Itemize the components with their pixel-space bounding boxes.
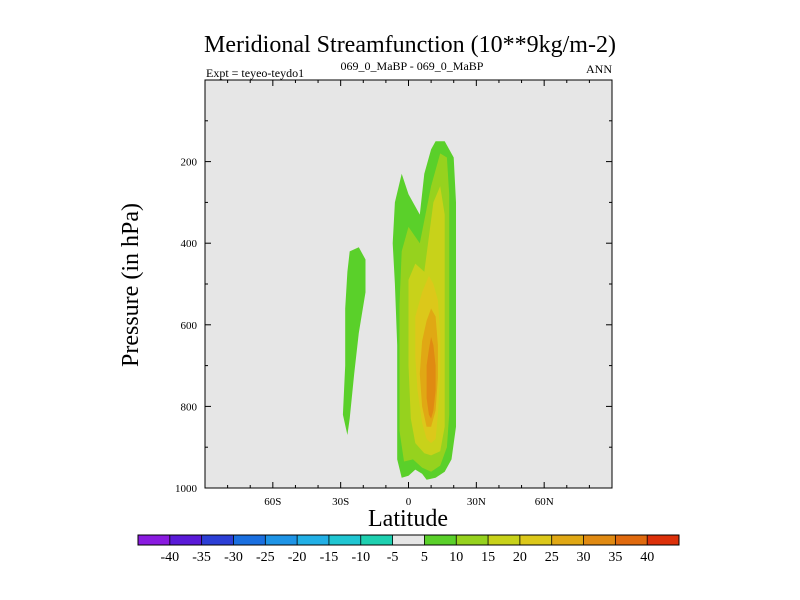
colorbar-swatch (615, 535, 648, 545)
colorbar-swatch (265, 535, 298, 545)
y-tick-label: 1000 (175, 483, 198, 495)
colorbar-swatch (328, 535, 362, 545)
season-label: ANN (586, 62, 612, 76)
colorbar-swatch (392, 535, 425, 545)
x-tick-label: 60N (535, 496, 554, 508)
colorbar-swatch (488, 535, 521, 545)
colorbar-swatch (297, 535, 330, 545)
colorbar-label: -5 (387, 550, 399, 565)
colorbar-swatch (169, 535, 202, 545)
colorbar-label: 20 (513, 550, 527, 565)
contour-shallow-south-cell (342, 247, 366, 435)
y-axis: 200 400 600 800 1000 (175, 120, 612, 495)
y-tick-label: 600 (181, 320, 198, 332)
y-tick-label: 400 (181, 238, 198, 250)
colorbar-label: 15 (481, 550, 495, 565)
colorbar-swatch (424, 535, 457, 545)
contour-main-cell-level-30 (426, 337, 436, 419)
period-label: 069_0_MaBP - 069_0_MaBP (341, 59, 484, 73)
colorbar-swatch (519, 535, 552, 545)
colorbar-swatch (647, 535, 680, 545)
colorbar-swatch (360, 535, 393, 545)
colorbar-swatch (583, 535, 616, 545)
contour-fills (342, 141, 456, 480)
chart-title: Meridional Streamfunction (10**9kg/m-2) (204, 32, 616, 58)
colorbar-label: -35 (192, 550, 211, 565)
colorbar-label: 25 (545, 550, 559, 565)
y-tick-label: 200 (181, 157, 198, 169)
colorbar-swatch (456, 535, 489, 545)
colorbar-label: 5 (421, 550, 428, 565)
colorbar-label: -10 (351, 550, 370, 565)
experiment-label: Expt = teyeo-teydo1 (206, 66, 304, 80)
colorbar-swatch (233, 535, 266, 545)
colorbar-swatch (138, 535, 171, 545)
y-axis-label: Pressure (in hPa) (118, 203, 144, 367)
colorbar-label: 35 (608, 550, 622, 565)
colorbar-label: 40 (640, 550, 654, 565)
colorbar-label: -25 (256, 550, 275, 565)
colorbar-label: 30 (577, 550, 591, 565)
colorbar-swatch (201, 535, 234, 545)
x-tick-label: 30N (467, 496, 486, 508)
x-tick-label: 0 (406, 496, 412, 508)
colorbar-swatch (551, 535, 584, 545)
colorbar: -40 -35 -30 -25 -20 -15 -10 -5 5 10 15 20 25 30 35 40 (137, 534, 680, 565)
colorbar-label: -15 (320, 550, 339, 565)
x-axis: 60S 30S 0 30N 60N (204, 80, 613, 508)
colorbar-frame (137, 534, 680, 546)
colorbar-label: -40 (160, 550, 179, 565)
x-tick-label: 60S (264, 496, 281, 508)
x-tick-label: 30S (332, 496, 349, 508)
colorbar-label: 10 (449, 550, 463, 565)
colorbar-label: -20 (288, 550, 307, 565)
y-tick-label: 800 (181, 401, 198, 413)
x-axis-label: Latitude (368, 506, 448, 532)
colorbar-label: -30 (224, 550, 243, 565)
